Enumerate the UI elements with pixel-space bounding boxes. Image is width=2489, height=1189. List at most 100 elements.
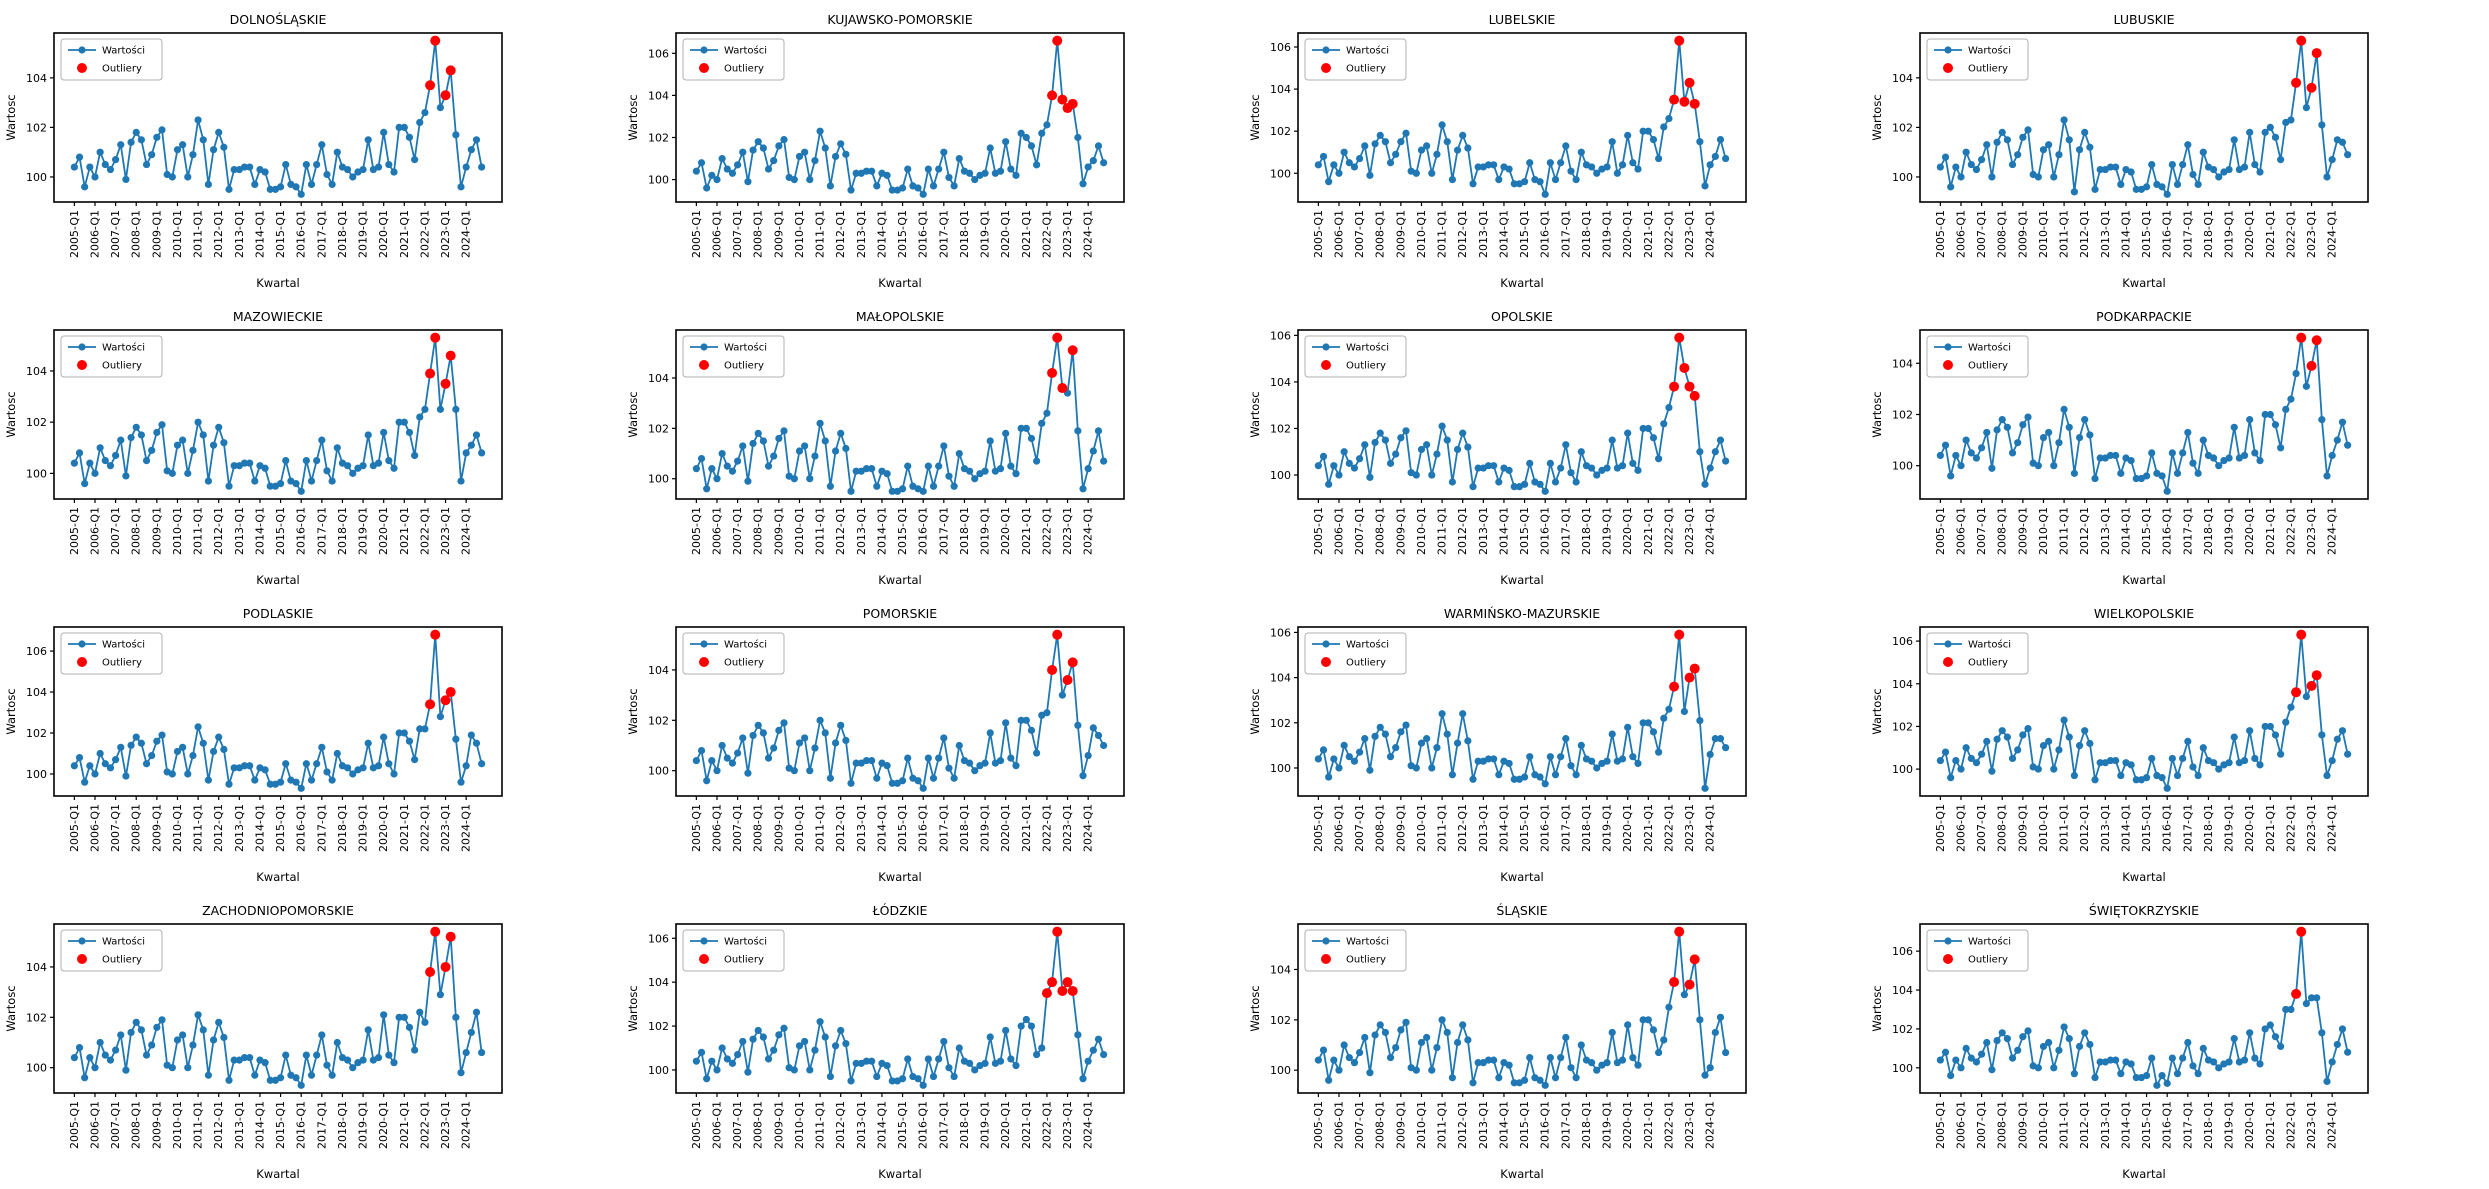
data-point-marker [137,431,145,439]
x-tick-label: 2008-Q1 [1374,1101,1387,1149]
data-point-marker [831,1042,840,1050]
data-point-marker [749,1035,757,1043]
x-tick-label: 2022-Q1 [418,210,431,258]
chart-svg-dolno-l-skie: DOLNOŚLĄSKIEWartoscKwartal1001021042005-… [4,12,503,290]
x-tick-label: 2015-Q1 [2140,1101,2153,1149]
outlier-marker [2291,988,2302,999]
x-tick-label: 2007-Q1 [1975,804,1988,852]
x-tick-label: 2008-Q1 [130,1101,143,1149]
data-point-marker [307,180,316,189]
data-point-marker [400,123,408,132]
outlier-marker [2296,332,2307,343]
data-point-marker [405,428,414,437]
y-tick-label: 100 [648,1064,669,1077]
x-tick-label: 2022-Q1 [1040,507,1053,555]
data-point-marker [266,1076,274,1084]
data-point-marker [2132,776,2140,784]
data-point-marker [744,178,752,186]
data-point-marker [1022,1015,1030,1024]
x-tick-label: 2005-Q1 [690,210,703,258]
plot-border [1919,923,2369,1094]
data-point-marker [1469,483,1477,491]
data-point-marker [955,154,963,163]
data-point-marker [1639,424,1647,433]
data-point-marker [462,449,470,457]
data-point-marker [220,1033,228,1042]
data-point-marker [966,467,974,475]
data-point-marker [1022,133,1030,142]
data-point-marker [2225,454,2233,462]
data-point-marker [2003,136,2011,144]
legend-wartosci-label: Wartości [102,45,145,57]
data-point-marker [2096,165,2104,174]
y-tick-label: 100 [1270,469,1291,482]
data-point-marker [1356,748,1364,756]
data-point-marker [1490,1056,1498,1064]
data-point-marker [754,138,762,146]
data-point-marker [1510,180,1518,188]
x-tick-label: 2021-Q1 [1642,1101,1655,1149]
data-point-marker [1484,161,1493,169]
data-point-marker [1562,142,1570,150]
legend-wartosci-label: Wartości [724,639,767,651]
data-point-marker [292,1074,300,1082]
x-tick-label: 2012-Q1 [1456,1101,1469,1149]
data-point-marker [2163,487,2171,495]
data-point-marker [2050,1064,2058,1072]
data-point-marker [2117,180,2125,189]
data-point-marker [1520,178,1529,186]
data-point-marker [811,744,819,752]
x-tick-label: 2016-Q1 [1539,1101,1552,1149]
data-point-marker [831,152,840,161]
data-point-marker [457,778,465,786]
data-point-marker [112,756,120,764]
x-axis-label: Kwartal [2122,276,2165,290]
data-point-marker [1603,757,1611,765]
outlier-marker [2296,926,2307,937]
data-point-marker [1567,469,1575,477]
data-point-marker [1577,448,1585,456]
x-tick-label: 2016-Q1 [295,804,308,852]
data-point-marker [2112,756,2120,765]
data-point-marker [1572,771,1580,779]
data-point-marker [2251,449,2259,457]
data-point-marker [2075,146,2084,154]
data-point-marker [873,1072,881,1081]
data-point-marker [1438,1016,1446,1024]
x-tick-label: 2010-Q1 [1415,210,1428,258]
outlier-marker [2306,82,2317,93]
data-point-marker [1356,154,1364,163]
chart-svg-warmi-sko-mazurskie: WARMIŃSKO-MAZURSKIEWartoscKwartal1001021… [1248,606,1747,884]
outlier-marker [430,332,441,343]
data-point-marker [837,429,845,437]
x-tick-label: 2022-Q1 [1040,804,1053,852]
x-tick-label: 2011-Q1 [814,804,827,852]
x-tick-label: 2020-Q1 [1621,1101,1634,1149]
data-point-marker [1464,443,1472,451]
data-point-marker [2256,761,2264,769]
x-tick-label: 2005-Q1 [1934,210,1947,258]
data-point-marker [2246,1029,2254,1037]
data-point-marker [1722,154,1730,163]
y-tick-label: 104 [26,72,47,85]
x-tick-label: 2023-Q1 [2305,804,2318,852]
legend-outliery-marker [699,954,709,964]
data-point-marker [868,465,876,473]
outlier-marker [1067,345,1078,356]
data-point-marker [935,754,943,762]
x-tick-label: 2013-Q1 [2099,507,2112,555]
x-tick-label: 2021-Q1 [2264,804,2277,852]
x-tick-label: 2018-Q1 [1580,210,1593,258]
x-tick-label: 2008-Q1 [1374,507,1387,555]
data-point-marker [2008,754,2017,763]
data-point-marker [2302,382,2310,390]
data-point-marker [318,141,326,149]
x-tick-label: 2019-Q1 [1601,1101,1614,1149]
x-tick-label: 2020-Q1 [2243,210,2256,258]
data-point-marker [1084,1057,1092,1065]
x-tick-label: 2013-Q1 [233,507,246,555]
outlier-marker [445,65,456,76]
data-point-marker [2008,1054,2017,1062]
outlier-marker [1689,390,1700,401]
